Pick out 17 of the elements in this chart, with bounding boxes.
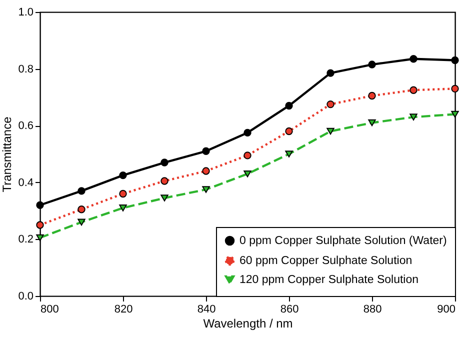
y-tick-label: 0.4 xyxy=(18,176,34,189)
x-tick-label: 900 xyxy=(437,304,456,316)
x-tick-label: 880 xyxy=(363,304,382,316)
x-tick-label: 800 xyxy=(40,304,59,316)
y-tick-label: 0.8 xyxy=(18,63,34,76)
y-tick-label: 0.2 xyxy=(18,234,34,246)
x-axis-title: Wavelength / nm xyxy=(203,316,293,330)
y-tick-label: 0.6 xyxy=(18,120,34,132)
legend-label: 0 ppm Copper Sulphate Solution (Water) xyxy=(240,234,447,247)
x-tick-label: 840 xyxy=(197,304,216,316)
legend-label: 120 ppm Copper Sulphate Solution xyxy=(240,274,419,286)
y-tick-label: 0.0 xyxy=(18,290,34,302)
legend-label: 60 ppm Copper Sulphate Solution xyxy=(240,254,412,267)
y-axis-title: Transmittance xyxy=(0,116,14,192)
y-tick-label: 1.0 xyxy=(18,6,34,18)
x-tick-label: 820 xyxy=(114,304,133,316)
x-tick-label: 860 xyxy=(280,304,299,316)
